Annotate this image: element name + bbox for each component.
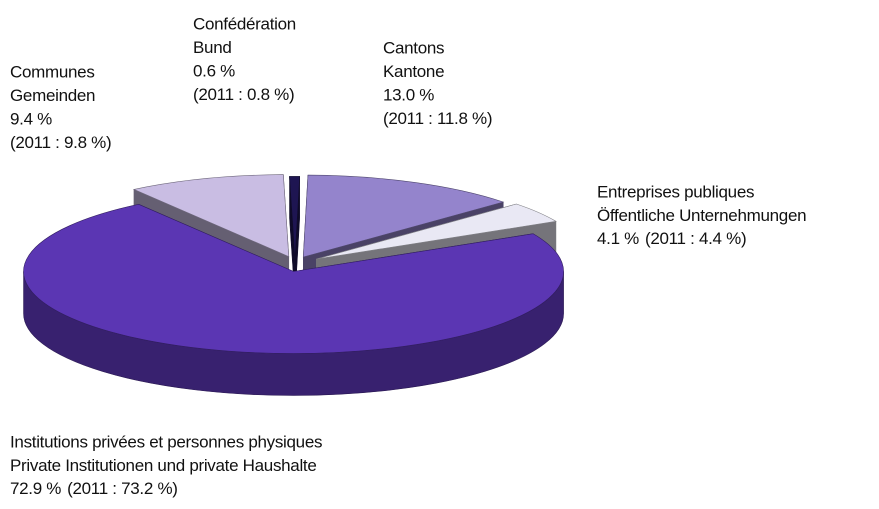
category-label: Öffentliche Unternehmungen <box>597 206 806 225</box>
previous-label: (2011 : 11.8 %) <box>383 109 492 128</box>
value-label: 0.6 % <box>193 61 235 80</box>
slice <box>23 204 564 354</box>
value-label: 9.4 % <box>10 109 52 128</box>
value-label: 72.9 % <box>10 479 61 498</box>
slice-label: Cantons Kantone 13.0 % (2011 : 11.8 %) <box>383 38 493 128</box>
value-line: 4.1 % (2011 : 4.4 %) <box>597 229 746 248</box>
category-label: Communes <box>10 62 95 81</box>
category-label: Confédération <box>193 14 296 33</box>
previous-label: (2011 : 73.2 %) <box>67 479 177 498</box>
category-label: Private Institutionen und private Hausha… <box>10 456 317 475</box>
value-line: 72.9 % (2011 : 73.2 %) <box>10 479 178 498</box>
slice <box>132 174 290 258</box>
slice-label: Institutions privées et personnes physiq… <box>10 432 322 498</box>
category-label: Kantone <box>383 62 444 81</box>
category-label: Gemeinden <box>10 86 95 105</box>
previous-label: (2011 : 4.4 %) <box>645 229 746 248</box>
category-label: Bund <box>193 38 232 57</box>
slice <box>302 174 505 258</box>
slice <box>289 176 301 259</box>
slice-label: Entreprises publiques Öffentliche Unterne… <box>597 182 807 248</box>
value-label: 13.0 % <box>383 85 434 104</box>
previous-label: (2011 : 9.8 %) <box>10 133 111 152</box>
slice-label: Communes Gemeinden 9.4 % (2011 : 9.8 %) <box>10 62 112 152</box>
slice-label: Confédération Bund 0.6 % (2011 : 0.8 %) <box>193 14 296 104</box>
value-label: 4.1 % <box>597 229 639 248</box>
previous-label: (2011 : 0.8 %) <box>193 85 294 104</box>
category-label: Cantons <box>383 38 444 57</box>
slice <box>316 203 557 260</box>
category-label: Institutions privées et personnes physiq… <box>10 432 322 451</box>
category-label: Entreprises publiques <box>597 182 754 201</box>
